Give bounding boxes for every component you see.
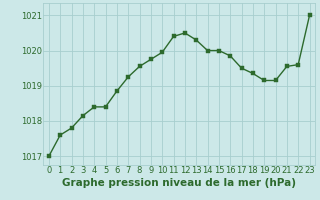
X-axis label: Graphe pression niveau de la mer (hPa): Graphe pression niveau de la mer (hPa) [62, 178, 296, 188]
